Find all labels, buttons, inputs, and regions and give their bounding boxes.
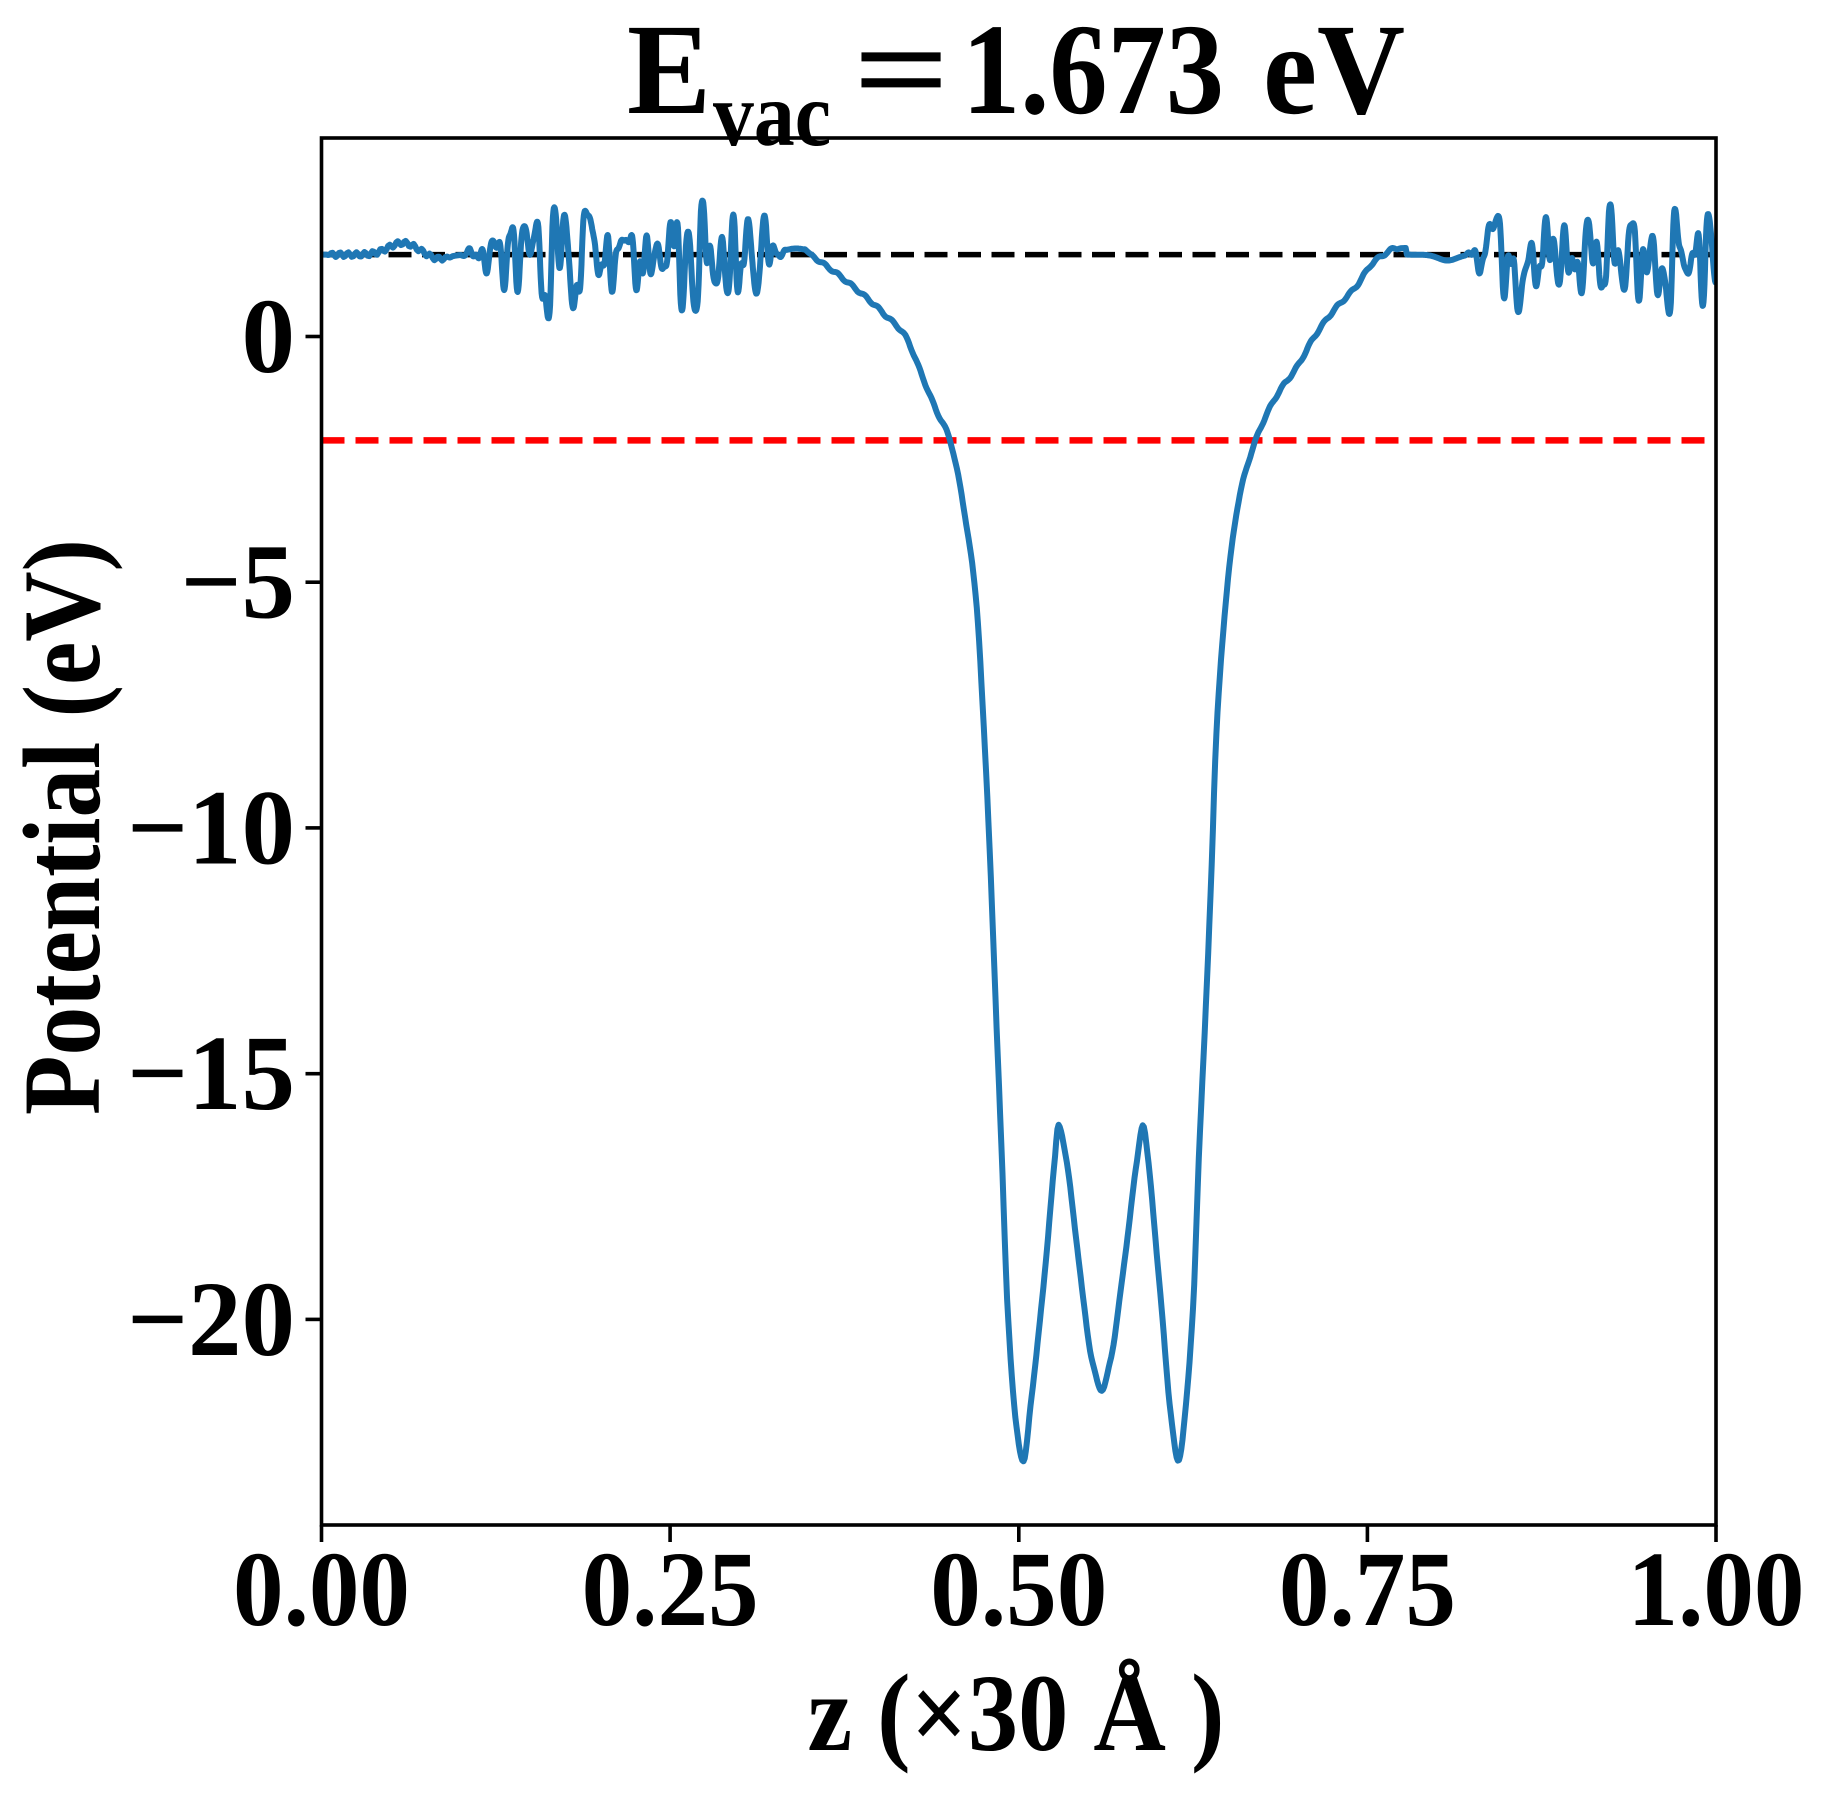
svg-text:0.75: 0.75 (1279, 1531, 1456, 1649)
svg-text:1.673: 1.673 (962, 0, 1224, 142)
svg-text:0.50: 0.50 (930, 1531, 1107, 1649)
svg-text:=: = (853, 0, 950, 142)
svg-text:−10: −10 (127, 769, 295, 887)
svg-text:eV: eV (1263, 0, 1405, 142)
svg-text:−20: −20 (127, 1261, 295, 1379)
svg-text:0.25: 0.25 (582, 1531, 759, 1649)
svg-text:z (×30 Å ): z (×30 Å ) (808, 1652, 1225, 1774)
svg-text:Potential (eV): Potential (eV) (1, 539, 123, 1115)
svg-text:0.00: 0.00 (233, 1531, 410, 1649)
svg-text:E: E (627, 0, 711, 142)
svg-text:−15: −15 (127, 1015, 295, 1133)
svg-text:vac: vac (713, 64, 831, 165)
svg-text:0: 0 (242, 278, 296, 396)
svg-text:−5: −5 (181, 524, 295, 642)
svg-text:1.00: 1.00 (1628, 1531, 1805, 1649)
